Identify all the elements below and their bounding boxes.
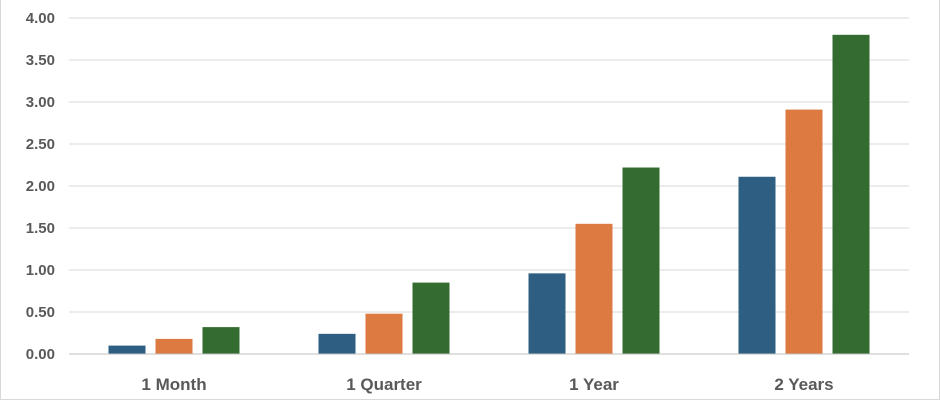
x-category-label: 1 Month (141, 375, 206, 394)
y-axis-tick-labels: 0.00 0.50 1.00 1.50 2.00 2.50 3.00 3.50 4.00 (26, 10, 55, 363)
bar-1-year-series-3 (622, 167, 660, 354)
bar-1-year-series-1 (528, 273, 566, 354)
bar-2-years-series-1 (738, 176, 776, 354)
x-axis-category-labels: 1 Month 1 Quarter 1 Year 2 Years (141, 375, 833, 394)
bar-1-year-series-2 (575, 223, 613, 354)
y-tick-label: 0.50 (26, 304, 55, 321)
bar-1-month-series-3 (202, 327, 240, 354)
bar-1-quarter-series-3 (412, 282, 450, 354)
bar-2-years-series-2 (785, 109, 823, 354)
y-tick-label: 3.00 (26, 94, 55, 111)
y-tick-label: 3.50 (26, 52, 55, 69)
bar-1-month-series-2 (155, 338, 193, 354)
bar-1-quarter-series-2 (365, 313, 403, 354)
gridlines (69, 17, 909, 313)
y-tick-label: 2.50 (26, 136, 55, 153)
y-tick-label: 4.00 (26, 10, 55, 27)
bar-1-quarter-series-1 (318, 333, 356, 354)
y-tick-label: 1.50 (26, 220, 55, 237)
y-tick-label: 2.00 (26, 178, 55, 195)
bar-2-years-series-3 (832, 34, 870, 355)
y-tick-label: 0.00 (26, 346, 55, 363)
x-category-label: 2 Years (774, 375, 833, 394)
x-category-label: 1 Quarter (346, 375, 422, 394)
y-tick-label: 1.00 (26, 262, 55, 279)
x-category-label: 1 Year (569, 375, 619, 394)
bars (108, 34, 870, 355)
bar-1-month-series-1 (108, 345, 146, 354)
